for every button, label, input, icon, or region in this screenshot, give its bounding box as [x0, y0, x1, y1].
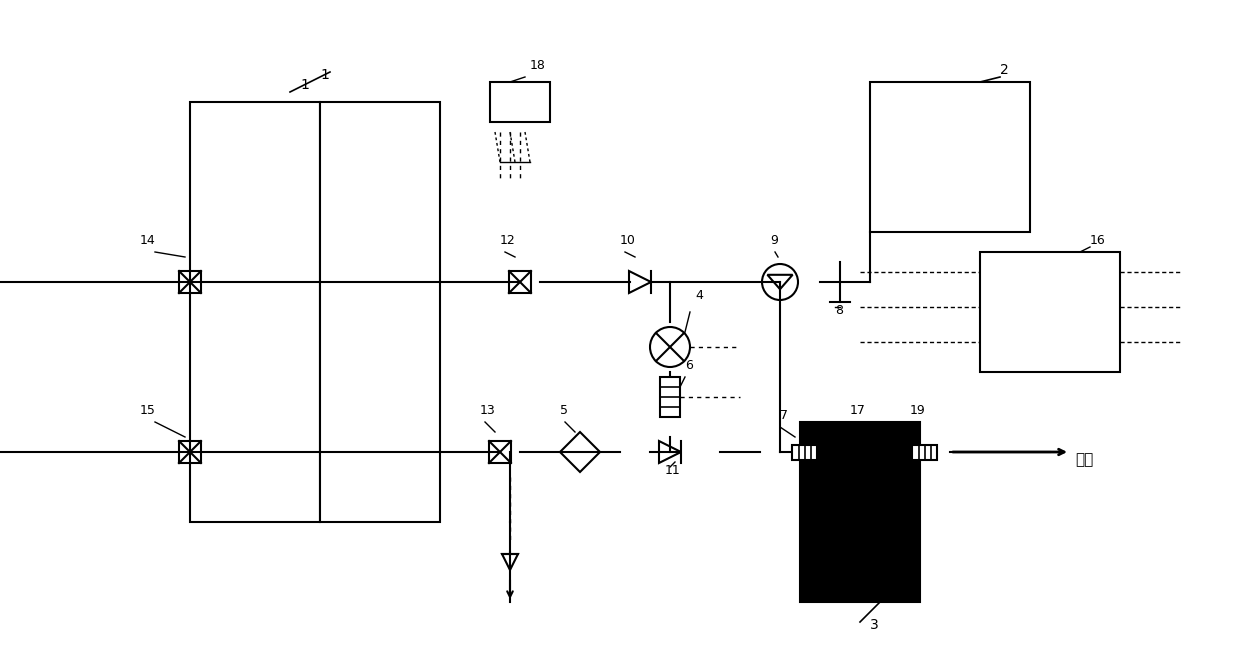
Text: 13: 13: [480, 404, 496, 417]
Bar: [870, 82, 1030, 232]
Text: 16: 16: [1090, 234, 1106, 247]
Text: 2: 2: [999, 63, 1009, 77]
Circle shape: [847, 439, 873, 465]
Text: 8: 8: [835, 304, 843, 317]
Bar: [792, 445, 817, 460]
Text: 3: 3: [870, 618, 879, 632]
Text: 12: 12: [500, 234, 516, 247]
Text: 17: 17: [849, 404, 866, 417]
Bar: [490, 82, 551, 122]
Text: 排空: 排空: [1075, 452, 1094, 467]
Bar: [913, 445, 937, 460]
Text: 11: 11: [665, 464, 681, 477]
Text: 7: 7: [780, 409, 787, 422]
Circle shape: [650, 327, 689, 367]
Circle shape: [763, 264, 799, 300]
Text: 9: 9: [770, 234, 777, 247]
Text: 6: 6: [684, 359, 693, 372]
Bar: [190, 102, 320, 522]
Polygon shape: [658, 441, 681, 463]
Text: 1: 1: [320, 68, 329, 82]
Text: 1: 1: [300, 78, 309, 92]
Polygon shape: [629, 271, 651, 293]
Bar: [980, 252, 1120, 372]
Text: 19: 19: [910, 404, 926, 417]
Text: 10: 10: [620, 234, 636, 247]
Polygon shape: [768, 274, 792, 289]
Text: P: P: [857, 447, 863, 457]
Text: 15: 15: [140, 404, 156, 417]
Text: 18: 18: [529, 59, 546, 72]
Bar: [800, 422, 920, 602]
Text: 14: 14: [140, 234, 156, 247]
Bar: [660, 377, 680, 417]
Polygon shape: [560, 432, 600, 472]
Text: 4: 4: [694, 289, 703, 302]
Bar: [320, 102, 440, 522]
Text: 5: 5: [560, 404, 568, 417]
Polygon shape: [502, 554, 518, 570]
